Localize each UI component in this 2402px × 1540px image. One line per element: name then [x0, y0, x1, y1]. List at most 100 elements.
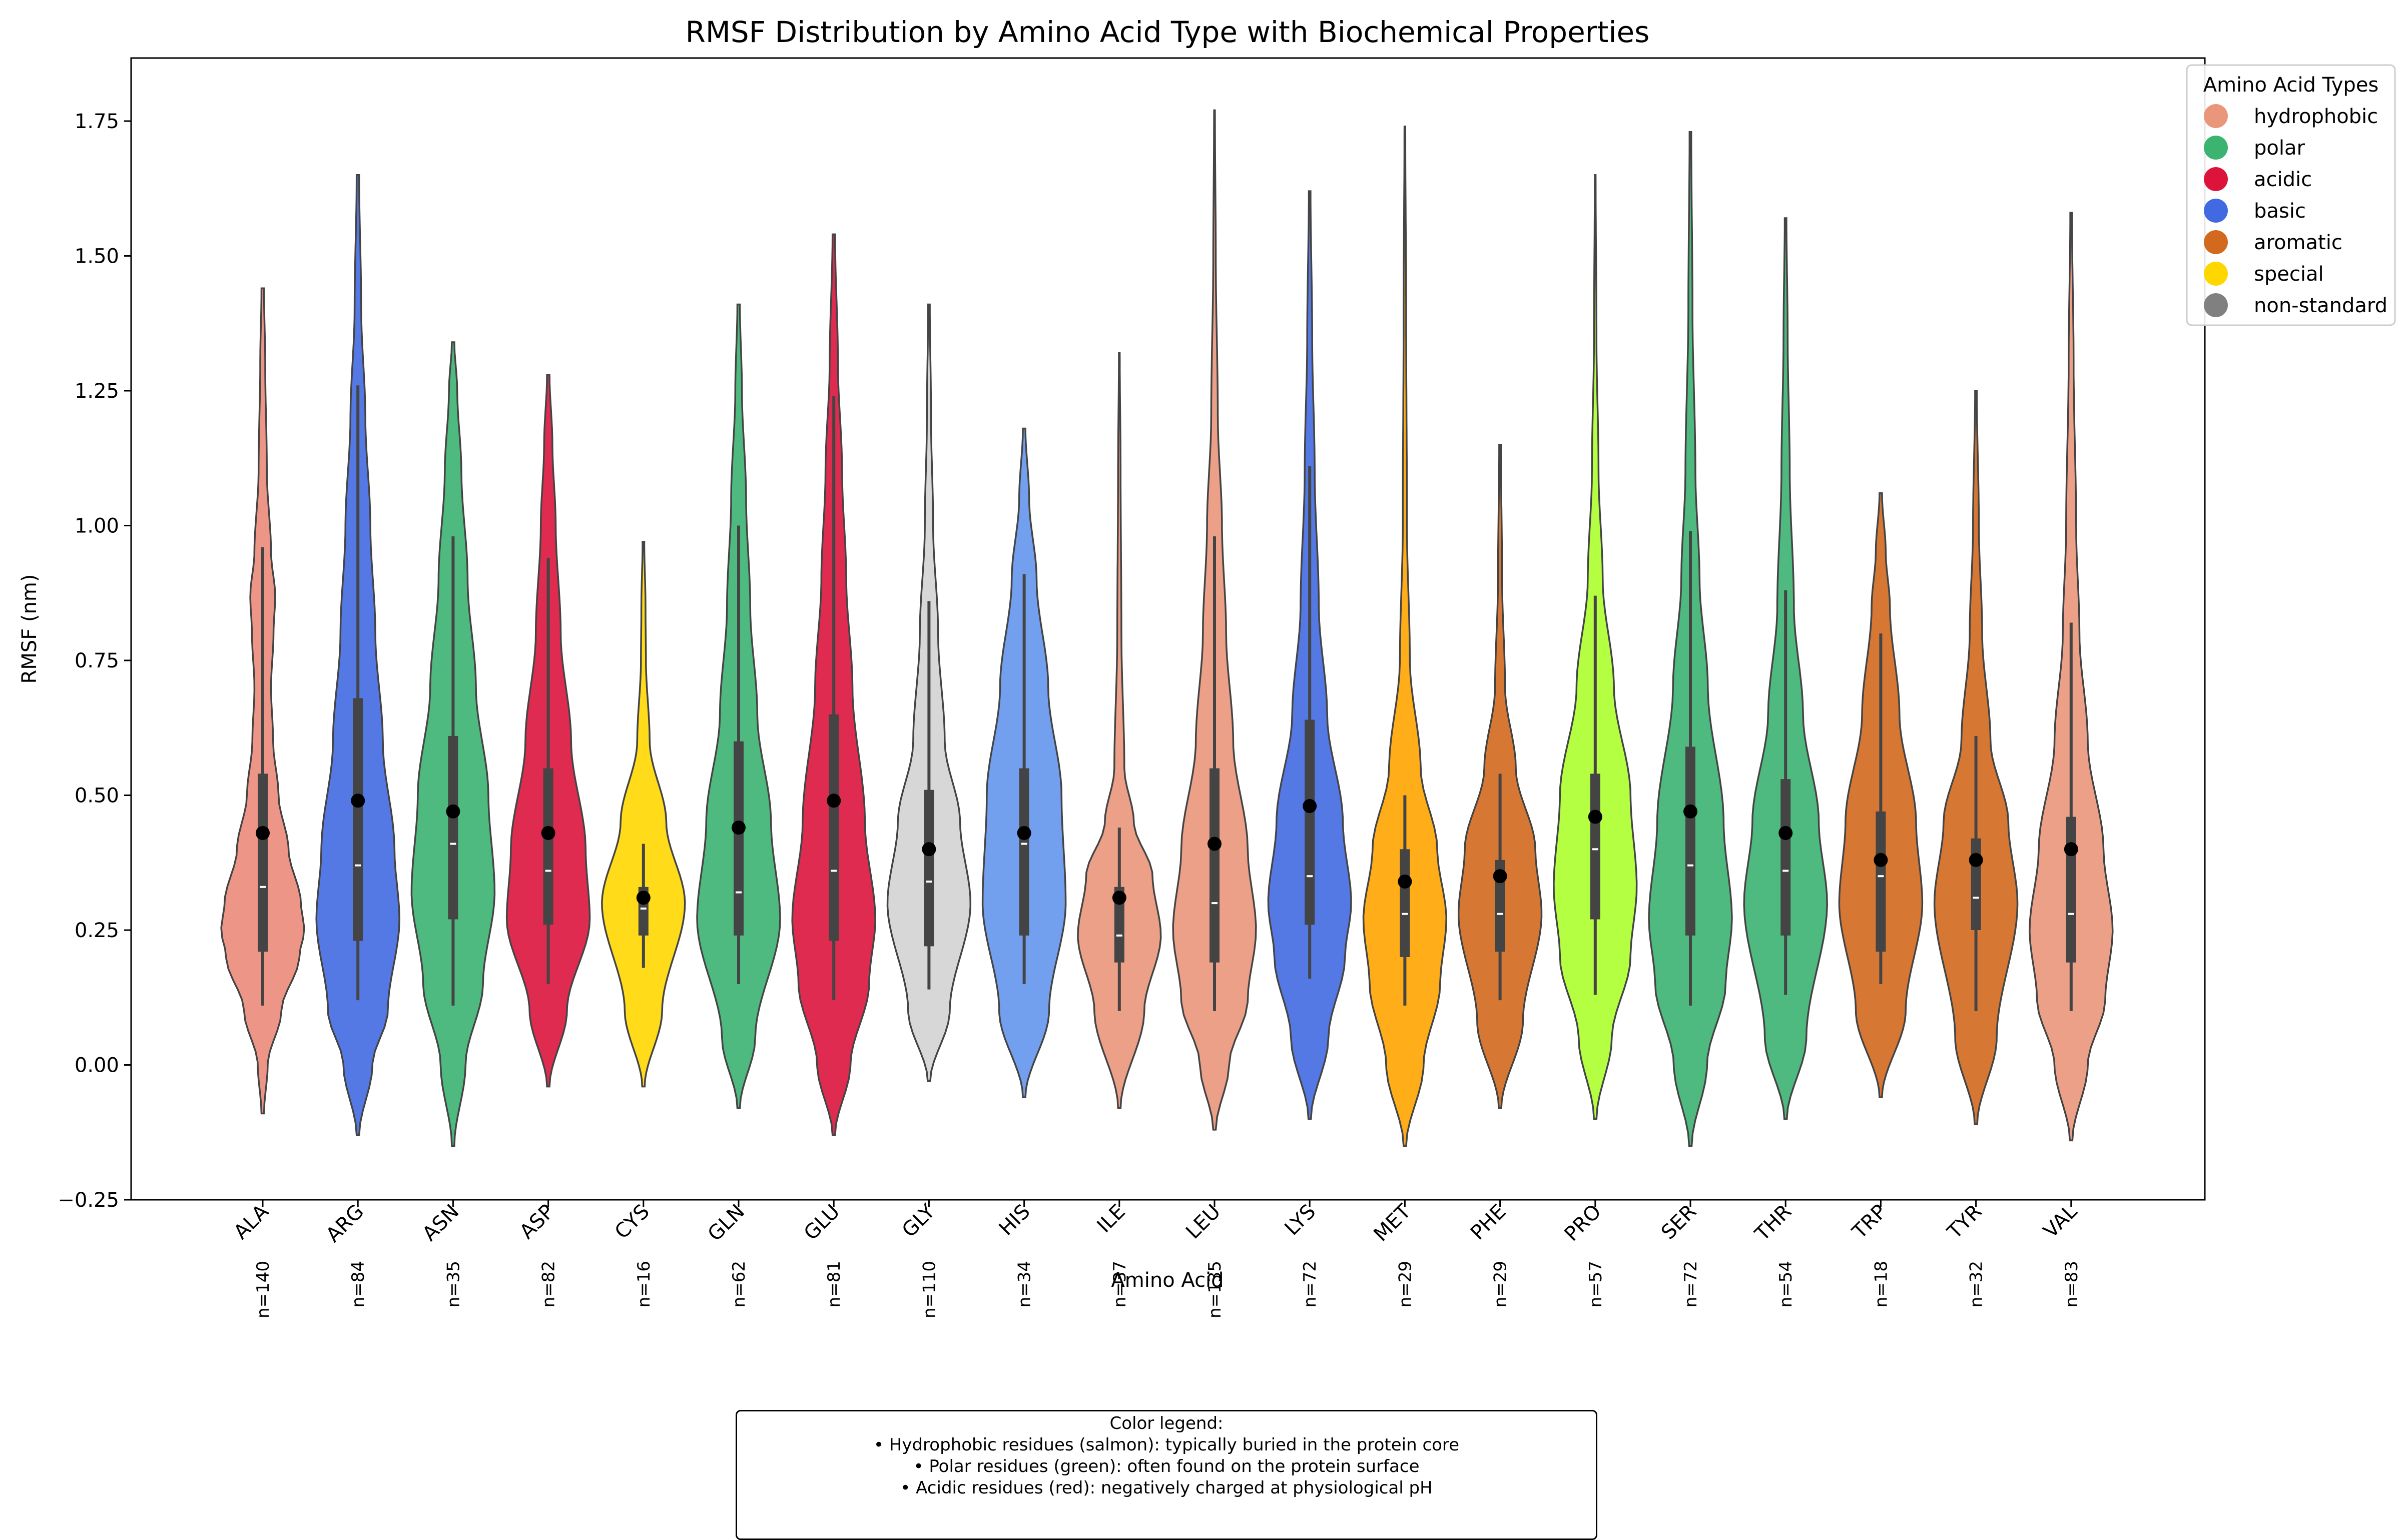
- y-tick-label: 1.75: [75, 110, 119, 133]
- legend-marker: [2204, 104, 2228, 128]
- violin-mean-dot: [256, 826, 270, 840]
- legend-title: Amino Acid Types: [2203, 74, 2379, 97]
- violin-iqr-box: [1305, 719, 1315, 925]
- violin-iqr-box: [1400, 849, 1410, 957]
- violin-gln: [696, 303, 781, 1109]
- sample-count-label: n=34: [1015, 1261, 1035, 1307]
- legend-label: acidic: [2254, 168, 2312, 191]
- violin-mean-dot: [1017, 826, 1031, 840]
- legend-item: basic: [2204, 199, 2306, 223]
- violin-mean-dot: [732, 821, 746, 835]
- sample-count-label: n=82: [539, 1261, 559, 1307]
- violin-iqr-box: [734, 741, 744, 936]
- legend-marker: [2204, 136, 2228, 160]
- sample-count-label: n=72: [1681, 1261, 1701, 1307]
- x-tick-label: CYS: [611, 1200, 654, 1244]
- sample-count-label: n=32: [1967, 1261, 1987, 1307]
- violin-iqr-box: [448, 735, 458, 920]
- violin-iqr-box: [1780, 779, 1791, 936]
- violin-mean-dot: [1778, 826, 1793, 840]
- legend: Amino Acid Types hydrophobic polar acidic b…: [2186, 64, 2396, 326]
- violin-mean-dot: [827, 794, 841, 808]
- sample-count-label: n=72: [1300, 1261, 1320, 1307]
- legend-frame: [2186, 64, 2396, 326]
- y-tick-label: 0.50: [75, 785, 119, 808]
- legend-label: special: [2254, 263, 2324, 286]
- violin-mean-dot: [446, 804, 460, 819]
- sample-count-label: n=18: [1871, 1261, 1891, 1307]
- violin-iqr-box: [1019, 768, 1029, 936]
- violin-iqr-box: [353, 698, 363, 941]
- sample-count-label: n=84: [348, 1261, 368, 1307]
- violin-leu: [1172, 109, 1257, 1131]
- x-tick-label: SER: [1657, 1200, 1701, 1244]
- legend-label: basic: [2254, 200, 2306, 223]
- sample-count-label: n=110: [919, 1261, 939, 1318]
- violin-iqr-box: [829, 714, 839, 941]
- sample-count-label: n=140: [253, 1261, 273, 1318]
- violin-mean-dot: [636, 891, 651, 905]
- x-tick-label: VAL: [2039, 1200, 2082, 1243]
- note-line: • Acidic residues (red): negatively char…: [900, 1478, 1433, 1498]
- violin-mean-dot: [1683, 804, 1697, 819]
- violin-chart: RMSF Distribution by Amino Acid Type wit…: [18, 15, 2396, 1318]
- y-tick-label: 1.25: [75, 380, 119, 403]
- violin-trp: [1838, 492, 1924, 1098]
- sample-count-label: n=54: [1776, 1261, 1796, 1307]
- sample-count-label: n=81: [824, 1261, 844, 1307]
- note-line: • Polar residues (green): often found on…: [913, 1456, 1420, 1476]
- x-tick-label: LYS: [1281, 1200, 1321, 1240]
- sample-count-label: n=37: [1110, 1261, 1130, 1307]
- x-tick-label: ASP: [515, 1200, 559, 1244]
- x-tick-label: TYR: [1943, 1200, 1986, 1244]
- violin-phe: [1457, 444, 1543, 1109]
- violin-ala: [220, 287, 305, 1115]
- chart-title: RMSF Distribution by Amino Acid Type wit…: [686, 15, 1650, 49]
- legend-marker: [2204, 230, 2228, 254]
- legend-item: special: [2204, 262, 2324, 286]
- x-axis: ALA n=140 ARG n=84 ASN n=35 ASP n=82 CYS n=16 GLN n…: [229, 1200, 2082, 1318]
- y-tick-label: 0.75: [75, 649, 119, 672]
- legend-marker: [2204, 167, 2228, 191]
- violin-iqr-box: [543, 768, 553, 925]
- y-tick-label: 0.00: [75, 1054, 119, 1077]
- violin-arg: [315, 174, 400, 1136]
- violin-iqr-box: [1590, 774, 1600, 920]
- sample-count-label: n=135: [1205, 1261, 1225, 1318]
- legend-marker: [2204, 293, 2228, 317]
- violin-mean-dot: [2064, 842, 2078, 857]
- violin-lys: [1267, 190, 1352, 1120]
- sample-count-label: n=83: [2062, 1261, 2082, 1307]
- violin-layer: [220, 109, 2114, 1147]
- violin-mean-dot: [1969, 853, 1983, 867]
- violin-mean-dot: [541, 826, 555, 840]
- note-line: • Hydrophobic residues (salmon): typical…: [873, 1435, 1460, 1455]
- sample-count-label: n=16: [634, 1261, 654, 1307]
- x-tick-label: PHE: [1466, 1200, 1511, 1245]
- violin-mean-dot: [351, 794, 365, 808]
- violin-asn: [410, 341, 496, 1147]
- violin-mean-dot: [1208, 837, 1222, 851]
- x-tick-label: TRP: [1848, 1200, 1891, 1244]
- violin-body: [601, 541, 686, 1088]
- x-tick-label: ALA: [229, 1200, 273, 1244]
- legend-label: aromatic: [2254, 231, 2342, 254]
- legend-items: hydrophobic polar acidic basic aromatic speci…: [2204, 104, 2387, 317]
- y-tick-label: 0.25: [75, 919, 119, 942]
- y-tick-label: 1.00: [75, 515, 119, 538]
- violin-asp: [505, 373, 591, 1088]
- sample-count-label: n=29: [1491, 1261, 1511, 1307]
- sample-count-label: n=29: [1395, 1261, 1415, 1307]
- violin-iqr-box: [1114, 887, 1124, 963]
- violin-iqr-box: [1971, 838, 1981, 930]
- violin-mean-dot: [1493, 869, 1507, 884]
- violin-tyr: [1933, 390, 2019, 1125]
- violin-iqr-box: [1685, 746, 1695, 936]
- x-tick-label: MET: [1369, 1200, 1415, 1246]
- violin-mean-dot: [1398, 874, 1412, 889]
- x-tick-label: PRO: [1560, 1200, 1606, 1246]
- x-tick-label: LEU: [1181, 1200, 1225, 1244]
- violin-mean-dot: [922, 842, 936, 857]
- x-axis-label: Amino Acid: [1111, 1269, 1224, 1292]
- violin-iqr-box: [1210, 768, 1220, 963]
